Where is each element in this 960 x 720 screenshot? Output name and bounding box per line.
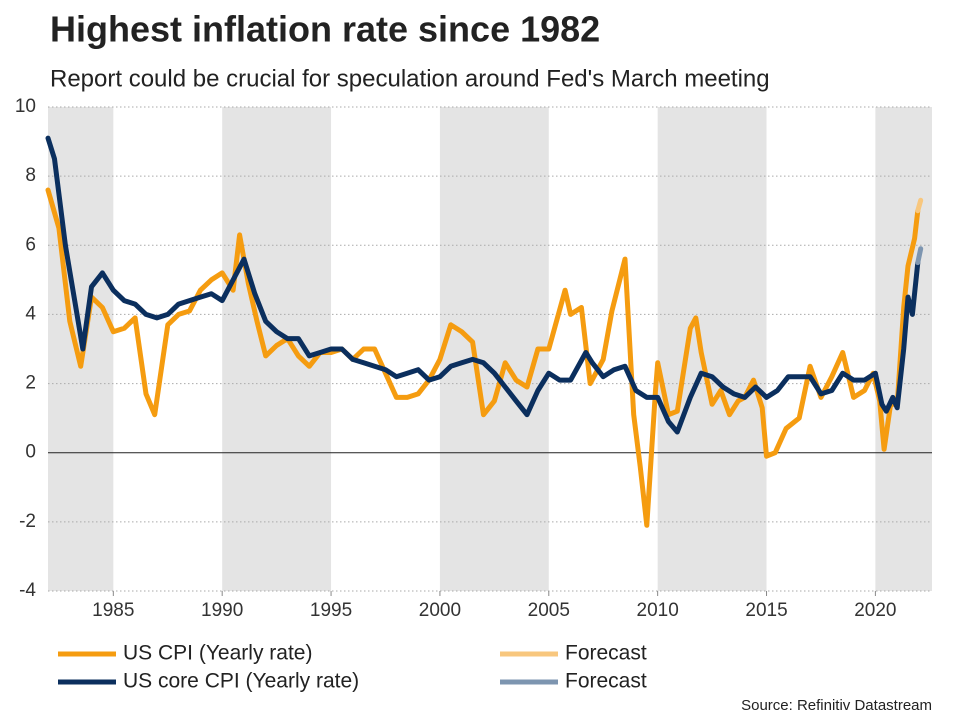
series-line xyxy=(45,135,921,435)
y-tick-label: 10 xyxy=(15,96,36,117)
y-tick-label: -2 xyxy=(19,511,36,532)
x-tick-label: 2015 xyxy=(745,600,787,621)
plot-area: -4 -2 0 2 4 6 8 10 1985 1990 1995 2000 2005 2010 2015 2… xyxy=(15,96,932,621)
legend-label: US CPI (Yearly rate) xyxy=(123,642,312,665)
x-tick-label: 1995 xyxy=(310,600,352,621)
x-tick-label: 1990 xyxy=(201,600,243,621)
chart-subtitle: Report could be crucial for speculation … xyxy=(50,65,770,92)
shaded-band xyxy=(222,107,332,591)
y-tick-label: 2 xyxy=(25,373,36,394)
x-tick-label: 1985 xyxy=(92,600,134,621)
series-line xyxy=(915,246,924,266)
legend-label: US core CPI (Yearly rate) xyxy=(123,670,359,693)
chart-title: Highest inflation rate since 1982 xyxy=(50,9,600,50)
x-tick-label: 2000 xyxy=(419,600,461,621)
legend-label: Forecast xyxy=(565,642,647,665)
y-tick-label: 8 xyxy=(25,165,36,186)
shaded-band xyxy=(439,107,549,591)
y-tick-label: 0 xyxy=(25,442,36,463)
y-tick-label: 6 xyxy=(25,234,36,255)
y-tick-label: 4 xyxy=(25,303,36,324)
x-tick-label: 2020 xyxy=(854,600,896,621)
series-line xyxy=(915,197,924,214)
legend-label: Forecast xyxy=(565,670,647,693)
source-note: Source: Refinitiv Datastream xyxy=(741,697,932,714)
shaded-band xyxy=(657,107,767,591)
y-tick-label: -4 xyxy=(19,580,36,601)
legend: US CPI (Yearly rate) US core CPI (Yearly … xyxy=(58,642,647,693)
series-line xyxy=(45,187,921,528)
x-tick-label: 2005 xyxy=(528,600,570,621)
x-tick-label: 2010 xyxy=(637,600,679,621)
